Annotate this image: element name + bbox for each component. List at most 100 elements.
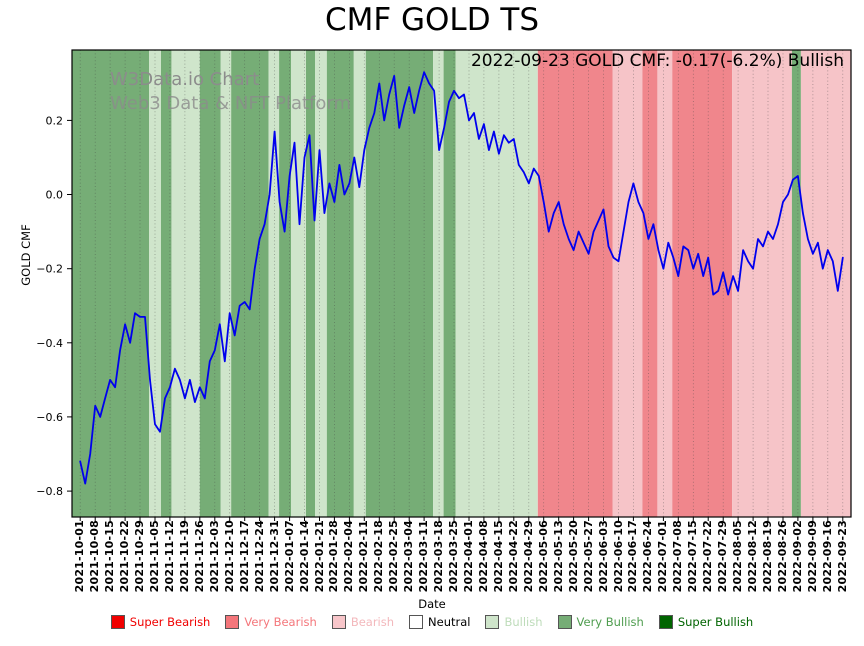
regime-band-bullish — [433, 50, 444, 517]
regime-band-very_bearish — [537, 50, 613, 517]
regime-band-very_bullish — [199, 50, 221, 517]
x-tick-label: 2022-07-01 — [656, 520, 670, 593]
x-tick-label: 2022-04-01 — [462, 520, 475, 593]
regime-band-bearish — [800, 50, 851, 517]
x-tick-label: 2022-05-06 — [536, 520, 550, 593]
x-tick-label: 2022-09-09 — [805, 520, 819, 593]
x-tick-label: 2022-08-19 — [761, 520, 774, 593]
regime-band-bullish — [149, 50, 161, 517]
x-tick-label: 2021-10-01 — [73, 520, 87, 593]
legend-swatch-very-bearish — [225, 615, 240, 629]
legend-swatch-bearish — [331, 615, 346, 629]
regime-band-very_bullish — [231, 50, 269, 517]
legend-label-super-bullish: Super Bullish — [677, 615, 754, 629]
y-tick-label: −0.2 — [36, 263, 63, 276]
legend-swatch-neutral — [409, 615, 424, 629]
legend-item-very-bearish: Very Bearish — [225, 615, 317, 629]
x-tick-label: 2021-10-08 — [88, 520, 102, 593]
x-tick-label: 2022-06-17 — [626, 520, 640, 593]
x-tick-label: 2022-05-20 — [566, 520, 580, 593]
x-tick-label: 2021-10-29 — [133, 520, 146, 593]
regime-band-bullish — [268, 50, 280, 517]
legend-item-super-bearish: Super Bearish — [110, 615, 210, 629]
regime-band-very_bullish — [279, 50, 292, 517]
x-tick-label: 2022-03-04 — [402, 520, 416, 593]
x-tick-label: 2022-09-02 — [790, 520, 804, 593]
x-tick-label: 2022-09-23 — [835, 520, 849, 593]
legend-swatch-super-bullish — [658, 615, 673, 629]
x-tick-label: 2021-10-15 — [103, 520, 117, 593]
regime-band-very_bullish — [161, 50, 172, 517]
legend-item-bullish: Bullish — [485, 615, 543, 629]
x-tick-label: 2022-04-15 — [491, 520, 505, 593]
regime-band-bullish — [171, 50, 200, 517]
x-tick-label: 2021-12-03 — [207, 520, 221, 593]
x-tick-label: 2022-07-15 — [686, 520, 700, 593]
x-tick-label: 2021-12-24 — [252, 520, 266, 593]
legend-swatch-very-bullish — [557, 615, 572, 629]
y-tick-label: −0.8 — [36, 485, 63, 498]
x-axis-title: Date — [418, 597, 446, 611]
regime-band-very_bullish — [365, 50, 434, 517]
x-tick-label: 2022-08-05 — [731, 520, 745, 593]
x-tick-label: 2022-06-03 — [596, 520, 610, 593]
x-tick-label: 2022-01-07 — [282, 520, 296, 593]
legend-label-neutral: Neutral — [428, 615, 471, 629]
x-tick-label: 2022-02-04 — [342, 520, 356, 593]
x-tick-label: 2021-12-17 — [237, 520, 251, 593]
x-tick-label: 2022-04-08 — [476, 520, 490, 593]
legend-label-very-bullish: Very Bullish — [576, 615, 644, 629]
x-tick-label: 2022-07-29 — [716, 520, 730, 593]
x-tick-label: 2021-10-22 — [118, 520, 132, 593]
x-tick-label: 2022-04-29 — [521, 520, 535, 593]
x-tick-label: 2022-08-26 — [776, 520, 789, 593]
regime-band-very_bullish — [443, 50, 456, 517]
annotation-label: 2022-09-23 GOLD CMF: -0.17(-6.2%) Bullis… — [470, 51, 844, 71]
x-tick-label: 2022-01-21 — [312, 520, 326, 593]
regime-band-bullish — [353, 50, 366, 517]
x-tick-label: 2022-03-25 — [447, 520, 460, 593]
legend-item-bearish: Bearish — [331, 615, 395, 629]
legend-item-very-bullish: Very Bullish — [557, 615, 644, 629]
regime-band-bullish — [220, 50, 232, 517]
regime-band-very_bullish — [306, 50, 315, 517]
x-tick-label: 2021-12-31 — [267, 520, 281, 593]
regime-band-bullish — [315, 50, 327, 517]
legend-label-bullish: Bullish — [504, 615, 543, 629]
y-axis-title: GOLD CMF — [19, 224, 33, 286]
regime-band-very_bearish — [672, 50, 733, 517]
x-tick-label: 2022-05-13 — [551, 520, 565, 593]
y-tick-label: −0.6 — [36, 411, 63, 424]
legend-item-neutral: Neutral — [409, 615, 470, 629]
regime-band-very_bullish — [791, 50, 801, 517]
x-tick-label: 2022-04-22 — [506, 520, 520, 593]
x-tick-label: 2021-11-26 — [192, 520, 206, 593]
x-tick-label: 2022-01-14 — [297, 520, 311, 593]
chart-title: CMF GOLD TS — [324, 2, 540, 38]
x-tick-label: 2022-01-28 — [327, 520, 341, 593]
x-tick-label: 2021-11-05 — [148, 520, 161, 593]
x-tick-label: 2022-07-22 — [701, 520, 715, 593]
legend-label-bearish: Bearish — [350, 615, 395, 629]
regime-band-bearish — [657, 50, 673, 517]
regime-band-bearish — [612, 50, 643, 517]
x-tick-label: 2022-02-18 — [372, 520, 386, 593]
x-tick-label: 2022-07-08 — [671, 520, 685, 593]
x-tick-label: 2022-06-24 — [641, 520, 655, 593]
legend-swatch-bullish — [485, 615, 500, 629]
legend: Super Bearish Very Bearish Bearish Neutral B… — [0, 615, 864, 629]
regime-band-very_bullish — [72, 50, 149, 517]
plot-area: 0.2 0.0 −0.2 −0.4 −0.6 −0.8 — [36, 49, 852, 521]
regime-band-bearish — [732, 50, 792, 517]
x-tick-label: 2022-02-25 — [387, 520, 401, 593]
x-tick-label: 2022-03-11 — [417, 520, 431, 593]
x-tick-labels: 2021-10-01 2021-10-08 2021-10-15 2021-10-22… — [0, 520, 864, 598]
x-tick-label: 2022-02-11 — [357, 520, 371, 593]
legend-item-super-bullish: Super Bullish — [658, 615, 754, 629]
x-tick-label: 2022-09-16 — [820, 520, 834, 593]
x-tick-label: 2022-03-18 — [432, 520, 446, 593]
regime-band-bullish — [455, 50, 538, 517]
regime-band-very_bullish — [326, 50, 354, 517]
y-tick-label: 0.0 — [46, 189, 64, 202]
